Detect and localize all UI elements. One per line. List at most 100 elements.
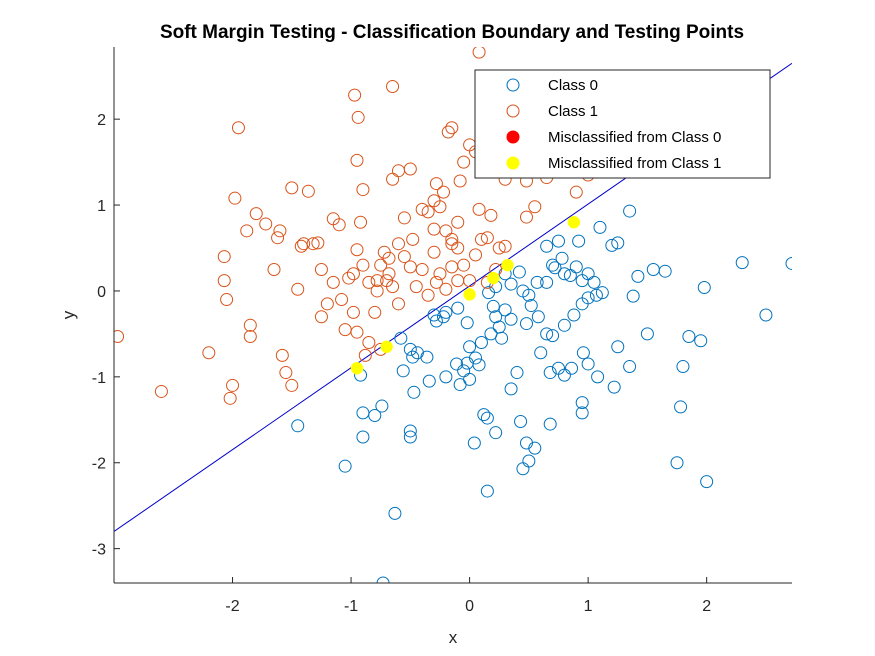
data-point [528,441,542,455]
data-point [338,459,352,473]
data-point [356,183,370,197]
axes-layer [113,47,792,584]
data-point [519,436,533,450]
data-point [546,329,560,343]
data-point [474,232,488,246]
x-tick-label: 0 [465,598,474,615]
data-point [489,310,503,324]
data-point [605,238,619,252]
data-point [463,340,477,354]
data-point [445,121,459,135]
data-point [362,275,376,289]
data-point [489,426,503,440]
data-point [388,506,402,520]
data-point [593,220,607,234]
data-point [285,378,299,392]
data-point [301,184,315,198]
data-point [480,231,494,245]
data-point [350,362,364,375]
data-point [291,282,305,296]
data-point [421,288,435,302]
data-point [501,258,514,272]
data-point [460,356,474,370]
data-point [504,382,518,396]
data-point [220,293,234,307]
data-point [487,271,500,285]
data-point [631,269,645,283]
data-point [512,265,526,279]
x-tick-label: 1 [584,598,593,615]
data-point [567,215,581,229]
data-point [240,224,254,238]
data-point [540,275,554,289]
data-point [451,241,465,255]
data-point [569,260,583,274]
data-point [346,267,360,281]
data-point [441,125,455,139]
data-point [403,260,417,274]
x-axis-label: x [449,628,458,647]
data-point [607,380,621,394]
data-point [674,400,688,414]
data-point [551,234,565,248]
data-point [382,251,396,265]
data-point [530,275,544,289]
data-point [370,274,384,288]
data-point [451,215,465,229]
chart-title: Soft Margin Testing - Classification Bou… [160,22,744,43]
data-point [453,174,467,188]
legend-label: Misclassified from Class 0 [548,129,721,146]
y-axis-label: y [59,310,78,319]
data-point [243,318,257,332]
data-point [415,202,429,216]
data-point [546,258,560,272]
y-tick-label: 0 [97,284,106,301]
data-point [397,250,411,264]
data-point [348,88,362,102]
data-point [469,248,483,262]
data-point [291,419,305,433]
data-point [581,357,595,371]
data-point [480,484,494,498]
data-point [611,340,625,354]
data-point [422,374,436,388]
data-point [472,47,486,59]
data-point [463,372,477,386]
series-3 [350,215,581,375]
data-point [427,245,441,259]
data-point [332,218,346,232]
data-point [700,475,714,489]
data-point [420,350,434,364]
data-point [640,327,654,341]
data-point [294,239,308,253]
data-point [429,314,443,328]
data-point [202,346,216,360]
data-point [403,162,417,176]
data-point [759,308,773,322]
data-point [259,217,273,231]
data-point [362,335,376,349]
data-point [439,305,453,319]
data-point [557,368,571,382]
data-point [338,323,352,337]
data-point [346,305,360,319]
data-point [567,308,581,322]
data-point [682,329,696,343]
data-point [472,358,486,372]
data-point [469,351,483,365]
points-layer [114,47,792,583]
y-tick-label: -1 [92,370,106,387]
legend-label: Misclassified from Class 1 [548,155,721,172]
data-point [433,267,447,281]
data-point [534,346,548,360]
data-point [154,384,168,398]
data-point [453,378,467,392]
data-point [575,297,589,311]
data-point [451,274,465,288]
legend-marker [506,130,520,144]
data-point [457,155,471,169]
data-point [522,288,536,302]
y-tick-label: 2 [97,112,106,129]
data-point [519,317,533,331]
